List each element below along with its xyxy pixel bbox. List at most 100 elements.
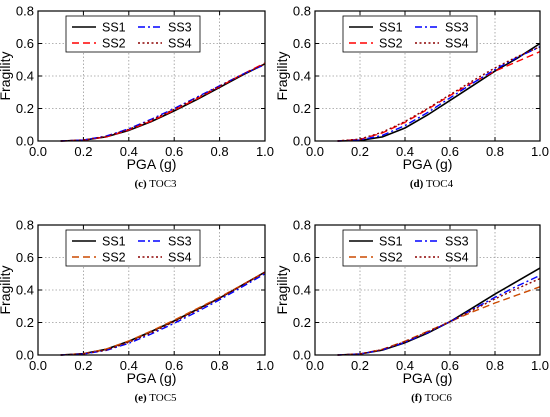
- chart-panel-toc6: 0.0 0.2 0.4 0.6 0.8 1.0 0.0 0.2 0.4 0.6 0.8 PGA (g)…: [274, 218, 549, 405]
- series-line-ss3: [337, 274, 541, 356]
- series-line-ss4: [60, 63, 266, 142]
- y-tick-label: 0.8: [293, 4, 311, 19]
- x-tick-label: 0.4: [396, 144, 414, 159]
- caption-title: TOC5: [149, 392, 177, 404]
- legend-label-ss1: SS1: [102, 235, 126, 249]
- x-axis-title: PGA (g): [403, 370, 453, 386]
- legend-label-ss1: SS1: [379, 235, 403, 249]
- chart-panel-toc5: 0.0 0.2 0.4 0.6 0.8 1.0 0.0 0.2 0.4 0.6 0.8 PGA (g)…: [0, 218, 274, 405]
- x-tick-label: 1.0: [256, 144, 274, 159]
- x-tick-label: 0.4: [120, 358, 138, 373]
- legend-label-ss3: SS3: [168, 21, 192, 35]
- legend-box: [342, 15, 478, 53]
- series-line-ss2: [60, 62, 266, 142]
- x-tick-label: 0.0: [306, 144, 324, 159]
- series-line-ss3: [60, 273, 266, 356]
- x-tick-label: 1.0: [256, 358, 274, 373]
- x-tick-label: 0.2: [351, 358, 369, 373]
- legend-label-ss1: SS1: [102, 21, 126, 35]
- series-line-ss2: [337, 50, 541, 142]
- chart-panel-toc3: 0.0 0.2 0.4 0.6 0.8 1.0 0.0 0.2 0.4 0.6 0.8 PGA (g)…: [0, 4, 274, 191]
- legend-label-ss4: SS4: [445, 251, 469, 265]
- legend-label-ss1: SS1: [379, 21, 403, 35]
- legend-label-ss2: SS2: [102, 251, 126, 265]
- x-tick-label: 1.0: [531, 144, 549, 159]
- plot-frame: [314, 224, 541, 356]
- y-tick-label: 0.4: [293, 283, 311, 298]
- caption-letter: (e): [134, 392, 147, 404]
- series-line-ss1: [337, 267, 541, 356]
- caption-title: TOC4: [426, 178, 454, 190]
- y-tick-label: 0.8: [16, 218, 34, 233]
- x-tick-label: 1.0: [531, 358, 549, 373]
- legend-label-ss2: SS2: [379, 251, 403, 265]
- series-line-ss2: [337, 286, 541, 356]
- y-axis-title: Fragility: [0, 51, 13, 100]
- y-tick-label: 0.6: [16, 250, 34, 265]
- y-tick-label: 0.8: [16, 4, 34, 19]
- legend-label-ss3: SS3: [168, 235, 192, 249]
- caption-title: TOC3: [149, 178, 177, 190]
- y-tick-label: 0.6: [293, 36, 311, 51]
- legend-label-ss4: SS4: [445, 37, 469, 51]
- legend-label-ss3: SS3: [445, 235, 469, 249]
- y-tick-label: 0.0: [293, 348, 311, 363]
- series-line-ss1: [60, 271, 266, 356]
- y-tick-label: 0.2: [16, 315, 34, 330]
- y-tick-label: 0.2: [293, 315, 311, 330]
- x-tick-label: 0.8: [486, 358, 504, 373]
- panel-caption: (c) TOC3: [134, 178, 177, 190]
- y-tick-label: 0.6: [16, 36, 34, 51]
- y-tick-label: 0.0: [16, 134, 34, 149]
- plot-frame: [314, 10, 541, 142]
- y-tick-label: 0.2: [293, 101, 311, 116]
- caption-title: TOC6: [425, 392, 453, 404]
- series-line-ss1: [60, 63, 266, 142]
- chart-panel-toc4: 0.0 0.2 0.4 0.6 0.8 1.0 0.0 0.2 0.4 0.6 0.8 PGA (g)…: [274, 4, 549, 191]
- legend-label-ss2: SS2: [102, 37, 126, 51]
- legend-label-ss2: SS2: [379, 37, 403, 51]
- y-tick-label: 0.6: [293, 250, 311, 265]
- caption-letter: (c): [134, 178, 147, 190]
- legend-box: [342, 229, 478, 267]
- x-tick-label: 0.8: [211, 144, 229, 159]
- y-axis-title: Fragility: [274, 51, 290, 100]
- y-axis-title: Fragility: [0, 265, 13, 314]
- series-line-ss4: [60, 271, 266, 356]
- y-tick-label: 0.8: [293, 218, 311, 233]
- legend-label-ss4: SS4: [168, 37, 192, 51]
- y-axis-title: Fragility: [274, 265, 290, 314]
- plot-frame: [37, 10, 266, 142]
- legend-box: [65, 229, 201, 267]
- series-line-ss4: [337, 46, 541, 142]
- x-tick-label: 0.8: [211, 358, 229, 373]
- x-tick-label: 0.6: [165, 358, 183, 373]
- x-tick-label: 0.2: [351, 144, 369, 159]
- x-tick-label: 0.8: [486, 144, 504, 159]
- x-axis-title: PGA (g): [403, 156, 453, 172]
- y-tick-label: 0.4: [16, 283, 34, 298]
- caption-letter: (f): [411, 392, 422, 404]
- x-tick-label: 0.4: [120, 144, 138, 159]
- series-line-ss3: [60, 63, 266, 142]
- x-tick-label: 0.0: [29, 144, 47, 159]
- x-tick-label: 0.2: [74, 358, 92, 373]
- y-tick-label: 0.2: [16, 101, 34, 116]
- plot-frame: [37, 224, 266, 356]
- panel-caption: (d) TOC4: [410, 178, 454, 190]
- x-axis-title: PGA (g): [127, 370, 177, 386]
- legend-box: [65, 15, 201, 53]
- panel-caption: (f) TOC6: [411, 392, 452, 404]
- legend-label-ss4: SS4: [168, 251, 192, 265]
- y-tick-label: 0.4: [16, 69, 34, 84]
- x-tick-label: 0.0: [29, 358, 47, 373]
- caption-letter: (d): [410, 178, 424, 190]
- panel-caption: (e) TOC5: [134, 392, 177, 404]
- series-line-ss1: [337, 42, 541, 142]
- x-tick-label: 0.4: [396, 358, 414, 373]
- series-line-ss3: [337, 46, 541, 142]
- series-line-ss2: [60, 271, 266, 356]
- legend-label-ss3: SS3: [445, 21, 469, 35]
- y-tick-label: 0.0: [293, 134, 311, 149]
